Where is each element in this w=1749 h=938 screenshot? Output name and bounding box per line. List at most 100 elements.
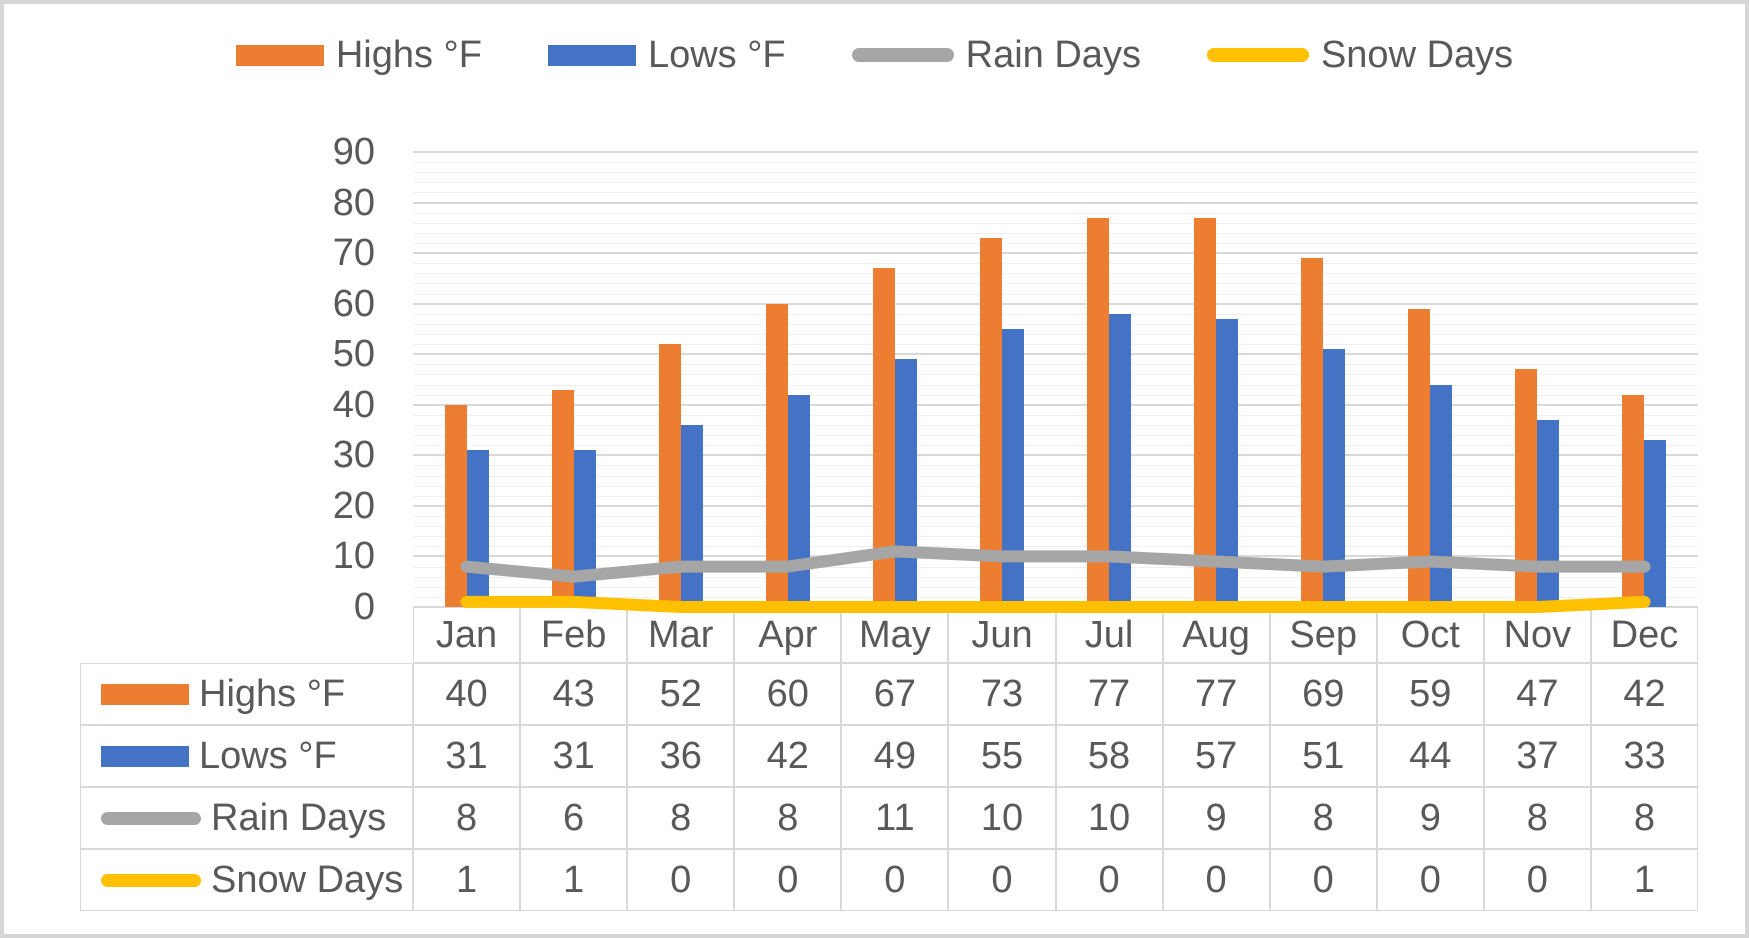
value-cell-snow-apr: 0 xyxy=(734,849,842,911)
value-cell-rain-jun: 10 xyxy=(948,787,1056,849)
month-header-cell-apr: Apr xyxy=(734,607,842,663)
value-cell-lows-nov: 37 xyxy=(1483,725,1591,787)
month-header-cell-sep: Sep xyxy=(1269,607,1377,663)
bar-highs-mar xyxy=(658,344,681,607)
series-label-cell-rain: Rain Days xyxy=(80,787,413,849)
value-cell-rain-may: 11 xyxy=(841,787,949,849)
gridline-minor xyxy=(413,394,1698,396)
gridline-minor xyxy=(413,283,1698,285)
bar-lows-jun xyxy=(1001,328,1024,607)
value-cell-highs-mar: 52 xyxy=(627,663,735,725)
bar-highs-sep xyxy=(1301,258,1324,607)
gridline-minor xyxy=(413,172,1698,174)
value-cell-highs-dec: 42 xyxy=(1590,663,1698,725)
gridline-minor xyxy=(413,182,1698,184)
legend-label-snow: Snow Days xyxy=(1320,34,1514,76)
y-tick-label: 80 xyxy=(332,181,375,224)
gridline-minor xyxy=(413,334,1698,335)
y-tick-label: 60 xyxy=(332,282,375,325)
bar-highs-jun xyxy=(979,237,1002,607)
bar-lows-aug xyxy=(1216,318,1239,607)
legend-item-highs: Highs °F xyxy=(235,34,482,76)
value-cell-rain-sep: 8 xyxy=(1269,787,1377,849)
series-label-text: Lows °F xyxy=(199,735,337,777)
gridline-minor xyxy=(413,465,1698,467)
value-cell-rain-dec: 8 xyxy=(1590,787,1698,849)
legend-label-highs: Highs °F xyxy=(335,34,482,76)
month-header-cell-mar: Mar xyxy=(627,607,735,663)
value-cell-snow-oct: 0 xyxy=(1376,849,1484,911)
bar-highs-jan xyxy=(444,404,467,607)
month-header-cell-aug: Aug xyxy=(1162,607,1270,663)
plot-area xyxy=(413,151,1698,613)
gridline-minor xyxy=(413,364,1698,366)
gridline-minor xyxy=(413,435,1698,437)
bar-lows-feb xyxy=(573,450,596,607)
value-cell-snow-dec: 1 xyxy=(1590,849,1698,911)
value-cell-rain-mar: 8 xyxy=(627,787,735,849)
value-cell-snow-jul: 0 xyxy=(1055,849,1163,911)
month-header-cell-jul: Jul xyxy=(1055,607,1163,663)
series-label-cell-highs: Highs °F xyxy=(80,663,413,725)
value-cell-lows-feb: 31 xyxy=(520,725,628,787)
value-cell-rain-feb: 6 xyxy=(520,787,628,849)
legend-swatch-highs-icon xyxy=(235,44,324,66)
gridline-minor xyxy=(413,516,1698,517)
gridline-minor xyxy=(413,414,1698,416)
month-header-cell-jan: Jan xyxy=(413,607,521,663)
data-table: Jan Feb Mar Apr May Jun Jul Aug Sep Oct Nov Dec High… xyxy=(80,607,1698,911)
value-cell-lows-apr: 42 xyxy=(734,725,842,787)
y-tick-label: 10 xyxy=(332,535,375,578)
value-cell-highs-nov: 47 xyxy=(1483,663,1591,725)
bar-highs-feb xyxy=(551,389,574,607)
y-tick-label: 30 xyxy=(332,434,375,477)
gridline-minor xyxy=(413,526,1698,528)
y-tick-label: 90 xyxy=(332,131,375,173)
value-cell-highs-may: 67 xyxy=(841,663,949,725)
value-cell-highs-feb: 43 xyxy=(520,663,628,725)
value-cell-lows-aug: 57 xyxy=(1162,725,1270,787)
gridline-major xyxy=(413,454,1698,457)
gridline-minor xyxy=(413,445,1698,447)
rain-days-line xyxy=(460,545,1651,583)
value-cell-snow-aug: 0 xyxy=(1162,849,1270,911)
value-cell-rain-oct: 9 xyxy=(1376,787,1484,849)
gridline-minor xyxy=(413,273,1698,275)
legend-item-rain: Rain Days xyxy=(851,34,1141,76)
value-cell-lows-jan: 31 xyxy=(413,725,521,787)
value-cell-highs-oct: 59 xyxy=(1376,663,1484,725)
bar-highs-oct xyxy=(1408,308,1431,607)
legend-swatch-lows-icon xyxy=(547,44,636,66)
value-cell-rain-jul: 10 xyxy=(1055,787,1163,849)
legend-label-lows: Lows °F xyxy=(647,34,786,76)
gridline-minor xyxy=(413,243,1698,244)
gridline-minor xyxy=(413,212,1698,214)
value-cell-lows-may: 49 xyxy=(841,725,949,787)
table-key-rain-icon xyxy=(101,811,201,825)
legend-label-rain: Rain Days xyxy=(965,34,1141,76)
legend-swatch-rain-line-icon xyxy=(851,48,954,62)
y-tick-label: 0 xyxy=(353,586,375,628)
gridline-minor xyxy=(413,222,1698,224)
gridline-major xyxy=(413,302,1698,305)
value-cell-rain-apr: 8 xyxy=(734,787,842,849)
bar-lows-sep xyxy=(1323,349,1346,607)
y-tick-label: 50 xyxy=(332,333,375,376)
bar-lows-oct xyxy=(1430,384,1453,607)
value-cell-lows-dec: 33 xyxy=(1590,725,1698,787)
bar-highs-jul xyxy=(1087,217,1110,607)
gridline-minor xyxy=(413,596,1698,598)
gridline-minor xyxy=(413,374,1698,376)
value-cell-lows-jun: 55 xyxy=(948,725,1056,787)
y-tick-label: 20 xyxy=(332,484,375,527)
series-label-cell-snow: Snow Days xyxy=(80,849,413,911)
gridline-minor xyxy=(413,162,1698,164)
gridline-minor xyxy=(413,313,1698,315)
gridline-minor xyxy=(413,425,1698,426)
line-series-layer xyxy=(460,545,1651,613)
month-header-cell-oct: Oct xyxy=(1376,607,1484,663)
gridline-minor xyxy=(413,263,1698,265)
value-cell-lows-sep: 51 xyxy=(1269,725,1377,787)
bar-lows-may xyxy=(894,359,917,607)
